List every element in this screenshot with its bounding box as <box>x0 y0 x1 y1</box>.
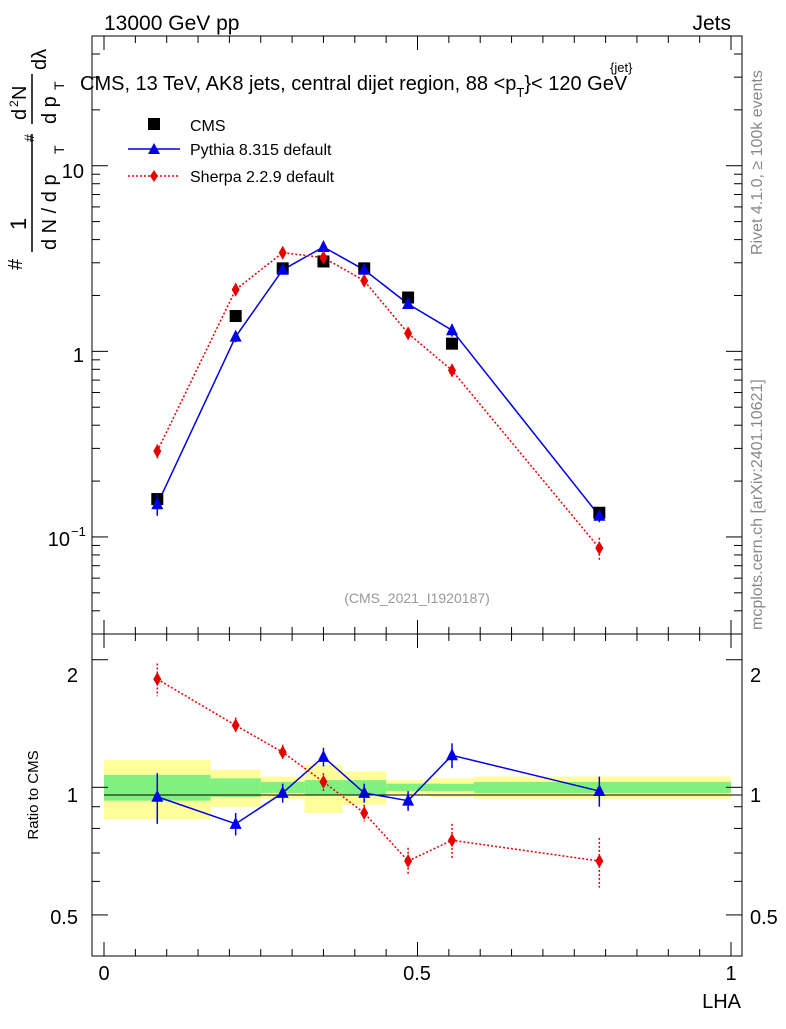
header-energy-label: 13000 GeV pp <box>104 12 239 35</box>
ratio-point-sherpa <box>404 854 413 869</box>
main-point-sherpa <box>360 273 369 288</box>
ratio-band-stat-bin-1 <box>210 778 261 797</box>
ratio-tick-left-2: 2 <box>67 665 78 687</box>
ylabel-den2: d p <box>39 96 61 124</box>
ratio-band-stat-bin-5 <box>386 783 431 792</box>
main-point-sherpa <box>278 245 287 260</box>
xlabel: LHA <box>702 991 742 1013</box>
xtick-label-1: 1 <box>725 963 736 985</box>
ratio-line-sherpa <box>156 678 600 862</box>
ratio-tick-left-1: 1 <box>67 785 78 807</box>
main-line-sherpa <box>156 251 600 549</box>
legend-marker-sherpa <box>150 170 158 182</box>
main-point-sherpa <box>595 541 604 556</box>
ratio-point-sherpa <box>360 805 369 820</box>
main-ylabel: # 1 d N / d p T # d 2 N d p T dλ <box>5 49 67 270</box>
ratio-point-sherpa <box>319 774 328 789</box>
ratio-point-pythia <box>229 816 242 829</box>
ratio-point-sherpa <box>278 745 287 760</box>
main-point-cms <box>445 337 458 350</box>
main-point-pythia <box>317 239 330 252</box>
ratio-point-pythia <box>151 789 164 802</box>
title-sub: T <box>516 85 524 100</box>
header-jets-label: Jets <box>692 12 731 35</box>
ylabel-num2-n: N <box>9 86 31 100</box>
ratio-tick-right-1: 1 <box>750 785 761 807</box>
ytick-label-0.1-base: 10 <box>48 529 70 551</box>
ratio-point-pythia <box>358 785 371 798</box>
main-point-pythia <box>402 296 415 309</box>
main-point-pythia <box>151 497 164 510</box>
ratio-line-pythia <box>157 754 600 825</box>
ratio-point-sherpa <box>153 672 162 687</box>
legend-marker-pythia <box>148 143 160 154</box>
main-point-sherpa <box>404 326 413 341</box>
ytick-label-1: 1 <box>73 345 84 367</box>
ytick-label-10: 10 <box>62 161 84 183</box>
ytick-label-0.1-exp: −1 <box>71 524 86 539</box>
ratio-point-pythia <box>276 785 289 798</box>
ratio-point-pythia <box>317 749 330 762</box>
ylabel-den1-sub: T <box>51 145 67 154</box>
ytick-label-0.1: 10 <box>48 529 70 551</box>
main-point-pythia <box>593 508 606 521</box>
ylabel-den1: d N / d p <box>39 174 61 250</box>
ylabel-den2-sub: T <box>51 81 67 90</box>
chart-title: CMS, 13 TeV, AK8 jets, central dijet reg… <box>80 73 628 100</box>
ratio-point-sherpa <box>231 718 240 733</box>
axis-ticks <box>92 35 742 957</box>
ratio-tick-right-2: 2 <box>750 665 761 687</box>
main-point-pythia <box>229 329 242 342</box>
main-point-pythia <box>445 323 458 336</box>
xtick-label-0.5: 0.5 <box>403 963 431 985</box>
legend: CMS Pythia 8.315 default Sherpa 2.2.9 de… <box>128 118 335 186</box>
analysis-watermark: (CMS_2021_I1920187) <box>344 590 490 606</box>
main-point-pythia <box>358 262 371 275</box>
mcplots-label: mcplots.cern.ch [arXiv:2401.10621] <box>749 379 766 630</box>
main-point-sherpa <box>231 282 240 297</box>
ratio-point-sherpa <box>447 833 456 848</box>
ratio-point-pythia <box>445 748 458 761</box>
ratio-point-pythia <box>402 793 415 806</box>
ratio-point-sherpa <box>595 854 604 869</box>
ratio-band-stat-bin-7 <box>473 781 731 793</box>
ylabel-num2: d <box>9 109 31 120</box>
ratio-band-stat-bin-6 <box>430 783 474 792</box>
title-sup: {jet} <box>610 60 633 75</box>
legend-label-sherpa: Sherpa 2.2.9 default <box>190 169 335 186</box>
ratio-tick-right-0.5: 0.5 <box>750 907 778 929</box>
main-point-cms <box>229 310 242 323</box>
main-point-sherpa <box>447 363 456 378</box>
main-line-pythia <box>156 246 600 517</box>
title-tail: }< 120 GeV <box>524 73 628 95</box>
ylabel-lambda: dλ <box>29 49 51 70</box>
main-point-pythia <box>276 262 289 275</box>
title-main: CMS, 13 TeV, AK8 jets, central dijet reg… <box>80 73 516 95</box>
main-point-sherpa <box>153 444 162 459</box>
rivet-version-label: Rivet 4.1.0, ≥ 100k events <box>749 70 766 255</box>
ylabel-hash1: # <box>5 258 27 270</box>
ylabel-num2-sup: 2 <box>7 100 21 107</box>
main-point-sherpa <box>319 250 328 265</box>
ratio-point-pythia <box>593 784 606 797</box>
xtick-label-0: 0 <box>98 963 109 985</box>
legend-marker-cms <box>148 118 160 130</box>
ylabel-one: 1 <box>6 218 31 230</box>
data-marks <box>151 239 606 888</box>
ylabel-hash2: # <box>21 134 37 142</box>
legend-label-pythia: Pythia 8.315 default <box>190 142 332 159</box>
ratio-ylabel: Ratio to CMS <box>25 750 42 839</box>
ratio-tick-left-0.5: 0.5 <box>50 907 78 929</box>
legend-label-cms: CMS <box>190 118 226 135</box>
